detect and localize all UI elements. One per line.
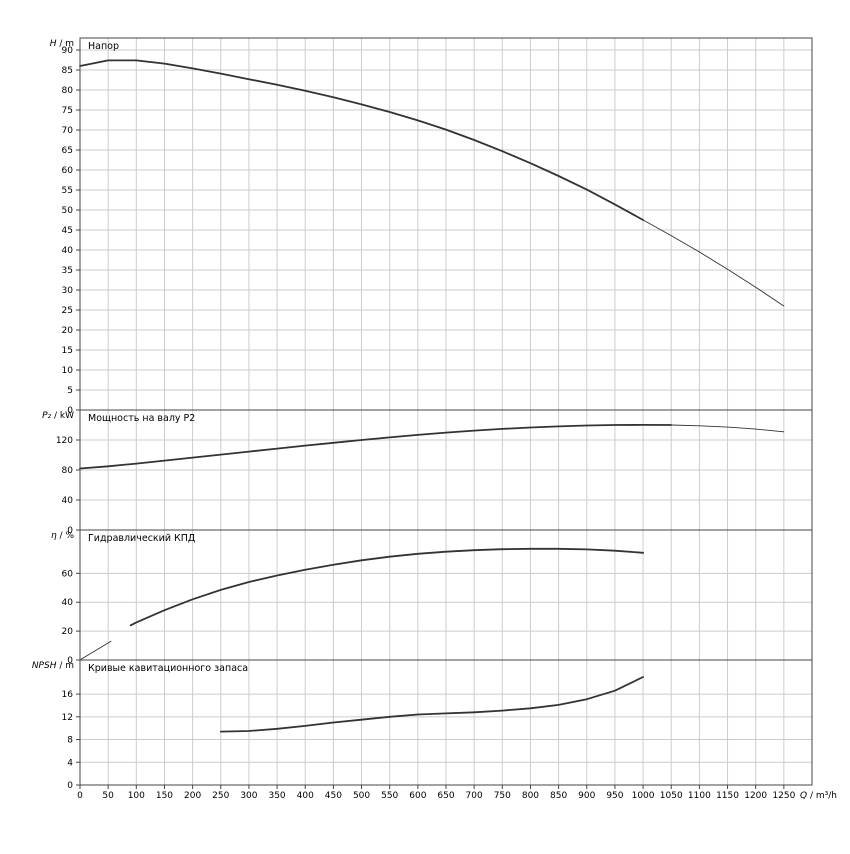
y-tick-label: 90 <box>62 46 74 56</box>
panel-title: Напор <box>88 41 119 52</box>
x-tick-label: 600 <box>409 791 426 801</box>
y-tick-label: 40 <box>62 246 74 256</box>
y-tick-label: 80 <box>62 466 74 476</box>
efficiency-start-curve <box>80 640 112 660</box>
x-tick-label: 400 <box>297 791 314 801</box>
x-tick-label: 350 <box>268 791 285 801</box>
y-tick-label: 60 <box>62 166 74 176</box>
y-tick-label: 120 <box>56 436 73 446</box>
panel-power: 0 40 80 120 P₂ / kW Мощность на валу P2 <box>42 409 813 536</box>
y-tick-label: 45 <box>62 226 73 236</box>
x-tick-label: 50 <box>102 791 114 801</box>
y-tick-label: 0 <box>67 781 73 791</box>
x-tick-label: 1200 <box>744 791 767 801</box>
y-tick-label: 8 <box>67 736 73 746</box>
x-tick-label: 1100 <box>688 791 711 801</box>
head-main-curve <box>79 59 644 221</box>
y-tick-label: 15 <box>62 346 73 356</box>
y-tick-label: 0 <box>67 656 73 666</box>
power-extension-curve <box>670 424 785 433</box>
axis-unit-label: P₂ / kW <box>42 411 74 421</box>
npsh-main-curve <box>219 676 644 733</box>
x-tick-label: 0 <box>77 791 83 801</box>
x-tick-label: 550 <box>381 791 398 801</box>
y-tick-label: 65 <box>62 146 73 156</box>
y-tick-label: 40 <box>62 598 74 608</box>
y-tick-label: 35 <box>62 266 73 276</box>
x-tick-label: 450 <box>325 791 342 801</box>
y-tick-label: 4 <box>67 758 73 768</box>
x-tick-label: 1250 <box>772 791 795 801</box>
x-tick-label: 650 <box>437 791 454 801</box>
x-tick-label: 850 <box>550 791 567 801</box>
panel-npsh: 0 4 8 12 16 NPSH / m Кривые кавитационного зап… <box>32 659 813 791</box>
y-tick-label: 60 <box>62 569 74 579</box>
y-tick-label: 50 <box>62 206 74 216</box>
x-tick-label: 800 <box>522 791 539 801</box>
y-tick-label: 40 <box>62 496 74 506</box>
y-tick-label: 20 <box>62 627 74 637</box>
x-tick-label: 200 <box>184 791 201 801</box>
y-tick-label: 12 <box>62 713 73 723</box>
axis-unit-label: NPSH / m <box>32 661 74 671</box>
efficiency-main-curve <box>129 547 644 627</box>
x-tick-label: 900 <box>578 791 595 801</box>
axis-unit-label: H / m <box>50 39 74 49</box>
x-tick-label: 1000 <box>632 791 655 801</box>
panel-efficiency: 0 20 40 60 η / % Гидравлический КПД <box>51 529 813 666</box>
x-tick-label: 100 <box>128 791 145 801</box>
y-tick-label: 10 <box>62 366 74 376</box>
x-tick-label: 1150 <box>716 791 739 801</box>
x-tick-label: 300 <box>240 791 257 801</box>
x-axis-label: Q / m³/h <box>800 791 837 801</box>
y-tick-label: 25 <box>62 306 73 316</box>
y-tick-label: 55 <box>62 186 73 196</box>
power-main-curve <box>79 424 673 470</box>
y-tick-label: 75 <box>62 106 73 116</box>
y-tick-label: 70 <box>62 126 74 136</box>
y-tick-label: 0 <box>67 406 73 416</box>
x-tick-label: 950 <box>606 791 623 801</box>
x-tick-label: 700 <box>466 791 483 801</box>
panel-head: 0 5 10 15 20 25 30 35 40 45 50 55 60 65 70 75 80 85 90H / … <box>50 37 813 416</box>
y-tick-label: 85 <box>62 66 73 76</box>
y-tick-label: 16 <box>62 690 74 700</box>
panel-title: Кривые кавитационного запаса <box>88 663 248 674</box>
y-tick-label: 20 <box>62 326 74 336</box>
x-tick-label: 150 <box>156 791 173 801</box>
x-tick-label: 250 <box>212 791 229 801</box>
y-tick-label: 80 <box>62 86 74 96</box>
y-tick-label: 0 <box>67 526 73 536</box>
x-tick-label: 1050 <box>660 791 683 801</box>
y-tick-label: 5 <box>67 386 73 396</box>
y-tick-label: 30 <box>62 286 74 296</box>
panel-title: Гидравлический КПД <box>88 533 195 544</box>
x-axis: 0 50 100 150 200 250 300 350 400 450 500 550 600 650 7… <box>77 785 837 801</box>
x-tick-label: 750 <box>494 791 511 801</box>
panel-title: Мощность на валу P2 <box>88 413 195 424</box>
x-tick-label: 500 <box>353 791 370 801</box>
head-extension-curve <box>642 219 785 307</box>
axis-unit-label: η / % <box>51 531 74 541</box>
